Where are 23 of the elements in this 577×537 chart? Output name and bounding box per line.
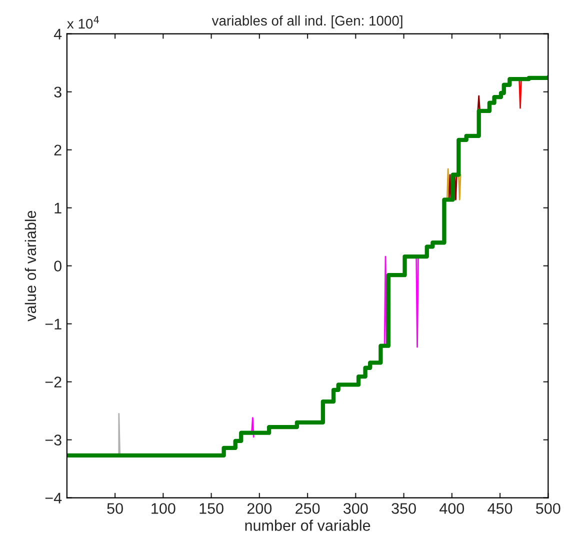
y-tick-label: 0: [54, 260, 62, 272]
chart-title: variables of all ind. [Gen: 1000]: [212, 15, 402, 28]
y-tick-label: 4: [54, 28, 62, 40]
y-tick-label: −3: [45, 434, 62, 446]
x-tick-label: 450: [488, 503, 512, 514]
x-tick-label: 250: [296, 503, 320, 514]
y-tick-label: 1: [54, 202, 62, 214]
x-tick-label: 150: [200, 503, 224, 514]
x-tick-label: 100: [152, 503, 176, 514]
y-tick-label: −1: [45, 318, 62, 330]
y-axis-title: value of variable: [24, 210, 36, 322]
x-tick-label: 50: [107, 503, 123, 514]
text: x 10$^{4}$: [67, 16, 99, 29]
x-tick-label: 300: [344, 503, 368, 514]
y-tick-label: 2: [54, 144, 62, 156]
y-tick-label: −4: [45, 492, 62, 504]
x-tick-label: 200: [247, 503, 272, 514]
y-tick-label: −2: [45, 376, 62, 388]
y-tick-label: 3: [54, 86, 62, 98]
x-axis-title: number of variable: [245, 520, 370, 531]
x-tick-label: 400: [440, 503, 464, 514]
x-tick-label: 350: [392, 503, 416, 514]
x-tick-label: 500: [536, 503, 560, 514]
